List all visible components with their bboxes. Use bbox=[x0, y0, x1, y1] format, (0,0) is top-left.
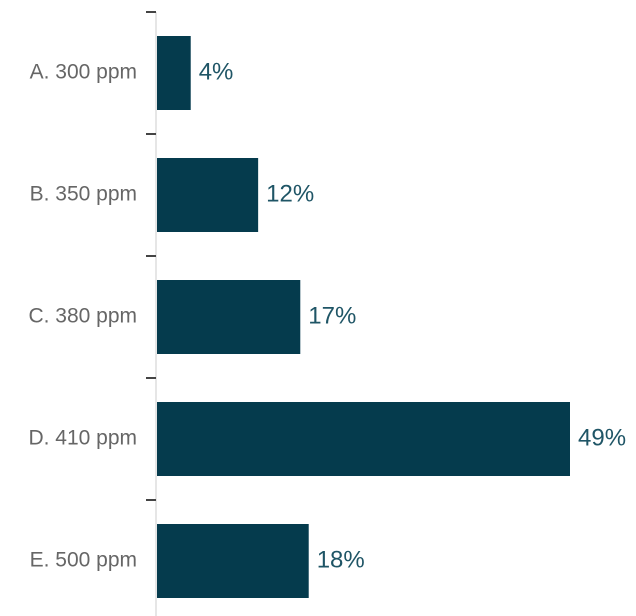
y-axis-ticks bbox=[146, 11, 156, 501]
category-label: E. 500 ppm bbox=[30, 549, 137, 572]
value-label: 18% bbox=[317, 546, 365, 573]
category-label: D. 410 ppm bbox=[28, 427, 137, 450]
value-label: 4% bbox=[199, 58, 234, 85]
bar bbox=[157, 158, 259, 232]
category-label: B. 350 ppm bbox=[30, 183, 137, 206]
bar bbox=[157, 280, 301, 354]
category-labels: A. 300 ppm B. 350 ppm C. 380 ppm D. 410 ppm… bbox=[28, 61, 137, 572]
value-label: 49% bbox=[578, 424, 626, 451]
bar bbox=[157, 402, 570, 476]
bar bbox=[157, 36, 191, 110]
value-labels: 4% 12% 17% 49% 18% bbox=[199, 58, 626, 573]
bars bbox=[157, 36, 570, 598]
value-label: 12% bbox=[266, 180, 314, 207]
bar bbox=[157, 524, 309, 598]
value-label: 17% bbox=[308, 302, 356, 329]
category-label: A. 300 ppm bbox=[30, 61, 137, 84]
category-label: C. 380 ppm bbox=[28, 305, 137, 328]
